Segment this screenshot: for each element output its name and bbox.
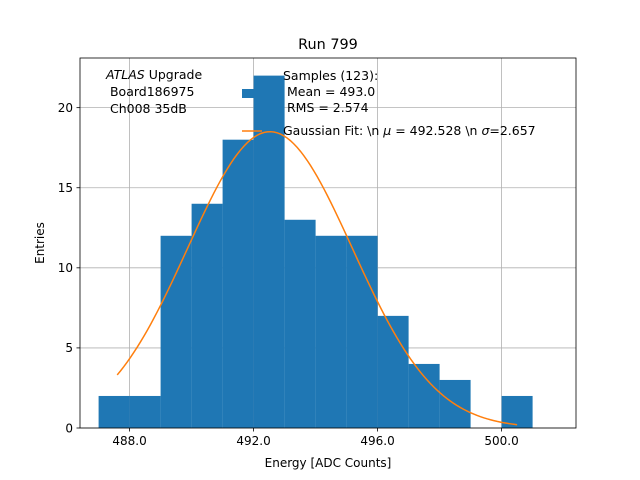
y-tick-label: 0 bbox=[65, 421, 73, 435]
histogram-bar bbox=[191, 203, 223, 428]
legend-mean-entry: Mean = 493.0 bbox=[283, 84, 375, 99]
y-tick-label: 5 bbox=[65, 341, 73, 355]
histogram-bar bbox=[284, 219, 316, 428]
histogram-bar bbox=[377, 315, 409, 428]
y-axis-label: Entries bbox=[33, 222, 47, 264]
histogram-bar bbox=[98, 395, 130, 428]
svg-text:ATLAS Upgrade: ATLAS Upgrade bbox=[105, 67, 202, 82]
atlas-label-board: Board186975 bbox=[106, 84, 194, 99]
legend-rms-entry: RMS = 2.574 bbox=[283, 100, 369, 115]
atlas-label-suffix: Upgrade bbox=[145, 67, 203, 82]
histogram-bar bbox=[129, 395, 161, 428]
legend-fit-mu-symbol: μ bbox=[382, 123, 391, 138]
legend-samples-patch bbox=[242, 89, 262, 98]
legend-samples-entry: Samples (123): bbox=[283, 68, 378, 83]
atlas-label-channel: Ch008 35dB bbox=[106, 101, 187, 116]
legend-fit-sigma-text: =2.657 bbox=[489, 123, 535, 138]
histogram-bar bbox=[408, 363, 440, 428]
histogram-bars bbox=[98, 75, 533, 429]
x-axis-ticks: 488.0 492.0 496.0 500.0 bbox=[112, 428, 519, 448]
histogram-bar bbox=[222, 139, 254, 429]
gaussian-fit bbox=[116, 130, 518, 426]
histogram-bar bbox=[160, 235, 192, 428]
legend-fit-entry: Gaussian Fit: \n μ = 492.528 \n σ=2.657 bbox=[283, 123, 536, 138]
x-tick-label: 496.0 bbox=[360, 434, 394, 448]
legend-fit-mu-text: = 492.528 \n bbox=[391, 123, 481, 138]
x-tick-label: 500.0 bbox=[484, 434, 518, 448]
legend-fit-prefix: Gaussian Fit: \n bbox=[283, 123, 383, 138]
gaussian-fit-curve bbox=[116, 130, 518, 426]
x-axis-label: Energy [ADC Counts] bbox=[265, 456, 392, 470]
plot-frame bbox=[79, 57, 577, 429]
histogram-bar bbox=[253, 75, 285, 428]
y-tick-label: 15 bbox=[58, 181, 73, 195]
atlas-label: ATLAS Upgrade Board186975 Ch008 35dB bbox=[105, 67, 202, 116]
legend-fit-sigma-symbol: σ bbox=[481, 123, 490, 138]
y-tick-label: 10 bbox=[58, 261, 73, 275]
legend: Samples (123): Mean = 493.0 RMS = 2.574 … bbox=[242, 68, 536, 138]
chart-title: Run 799 bbox=[298, 37, 358, 53]
atlas-label-italic: ATLAS bbox=[105, 67, 145, 82]
histogram-bar bbox=[315, 235, 347, 428]
x-tick-label: 488.0 bbox=[112, 434, 146, 448]
histogram-bar bbox=[346, 235, 378, 428]
x-tick-label: 492.0 bbox=[236, 434, 270, 448]
y-tick-label: 20 bbox=[58, 101, 73, 115]
y-axis-ticks: 0 5 10 15 20 bbox=[58, 101, 80, 435]
